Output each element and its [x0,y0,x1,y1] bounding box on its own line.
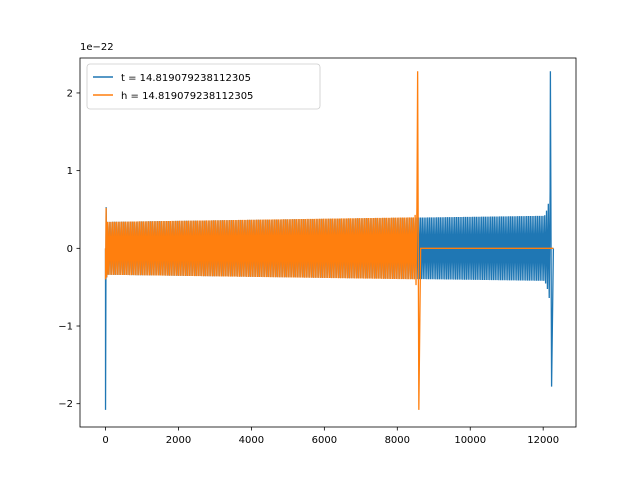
legend-box [86,63,321,110]
series-layer [104,71,555,410]
series-line-2 [104,71,554,410]
x-tick-label: 8000 [385,435,410,446]
x-tick-label: 12000 [527,435,559,446]
x-tick-label: 4000 [239,435,264,446]
y-tick-label: 0 [67,244,73,255]
x-tick-label: 6000 [312,435,337,446]
x-tick-label: 2000 [166,435,191,446]
y-offset-label: 1e−22 [80,42,114,53]
legend: t = 14.819079238112305 h = 14.81907923811… [86,63,321,110]
x-tick-label: 0 [102,435,108,446]
x-tick-label: 10000 [454,435,486,446]
y-tick-label: 1 [67,166,73,177]
y-tick-label: −2 [58,399,73,410]
legend-label: h = 14.819079238112305 [121,91,253,102]
plot-frame [79,57,577,428]
y-tick-label: 2 [67,88,73,99]
legend-label: t = 14.819079238112305 [121,73,251,84]
axes-layer: 0 2000 4000 6000 8000 10000 12000 −2 −1 0 1 2 [58,57,577,446]
y-tick-label: −1 [58,322,73,333]
